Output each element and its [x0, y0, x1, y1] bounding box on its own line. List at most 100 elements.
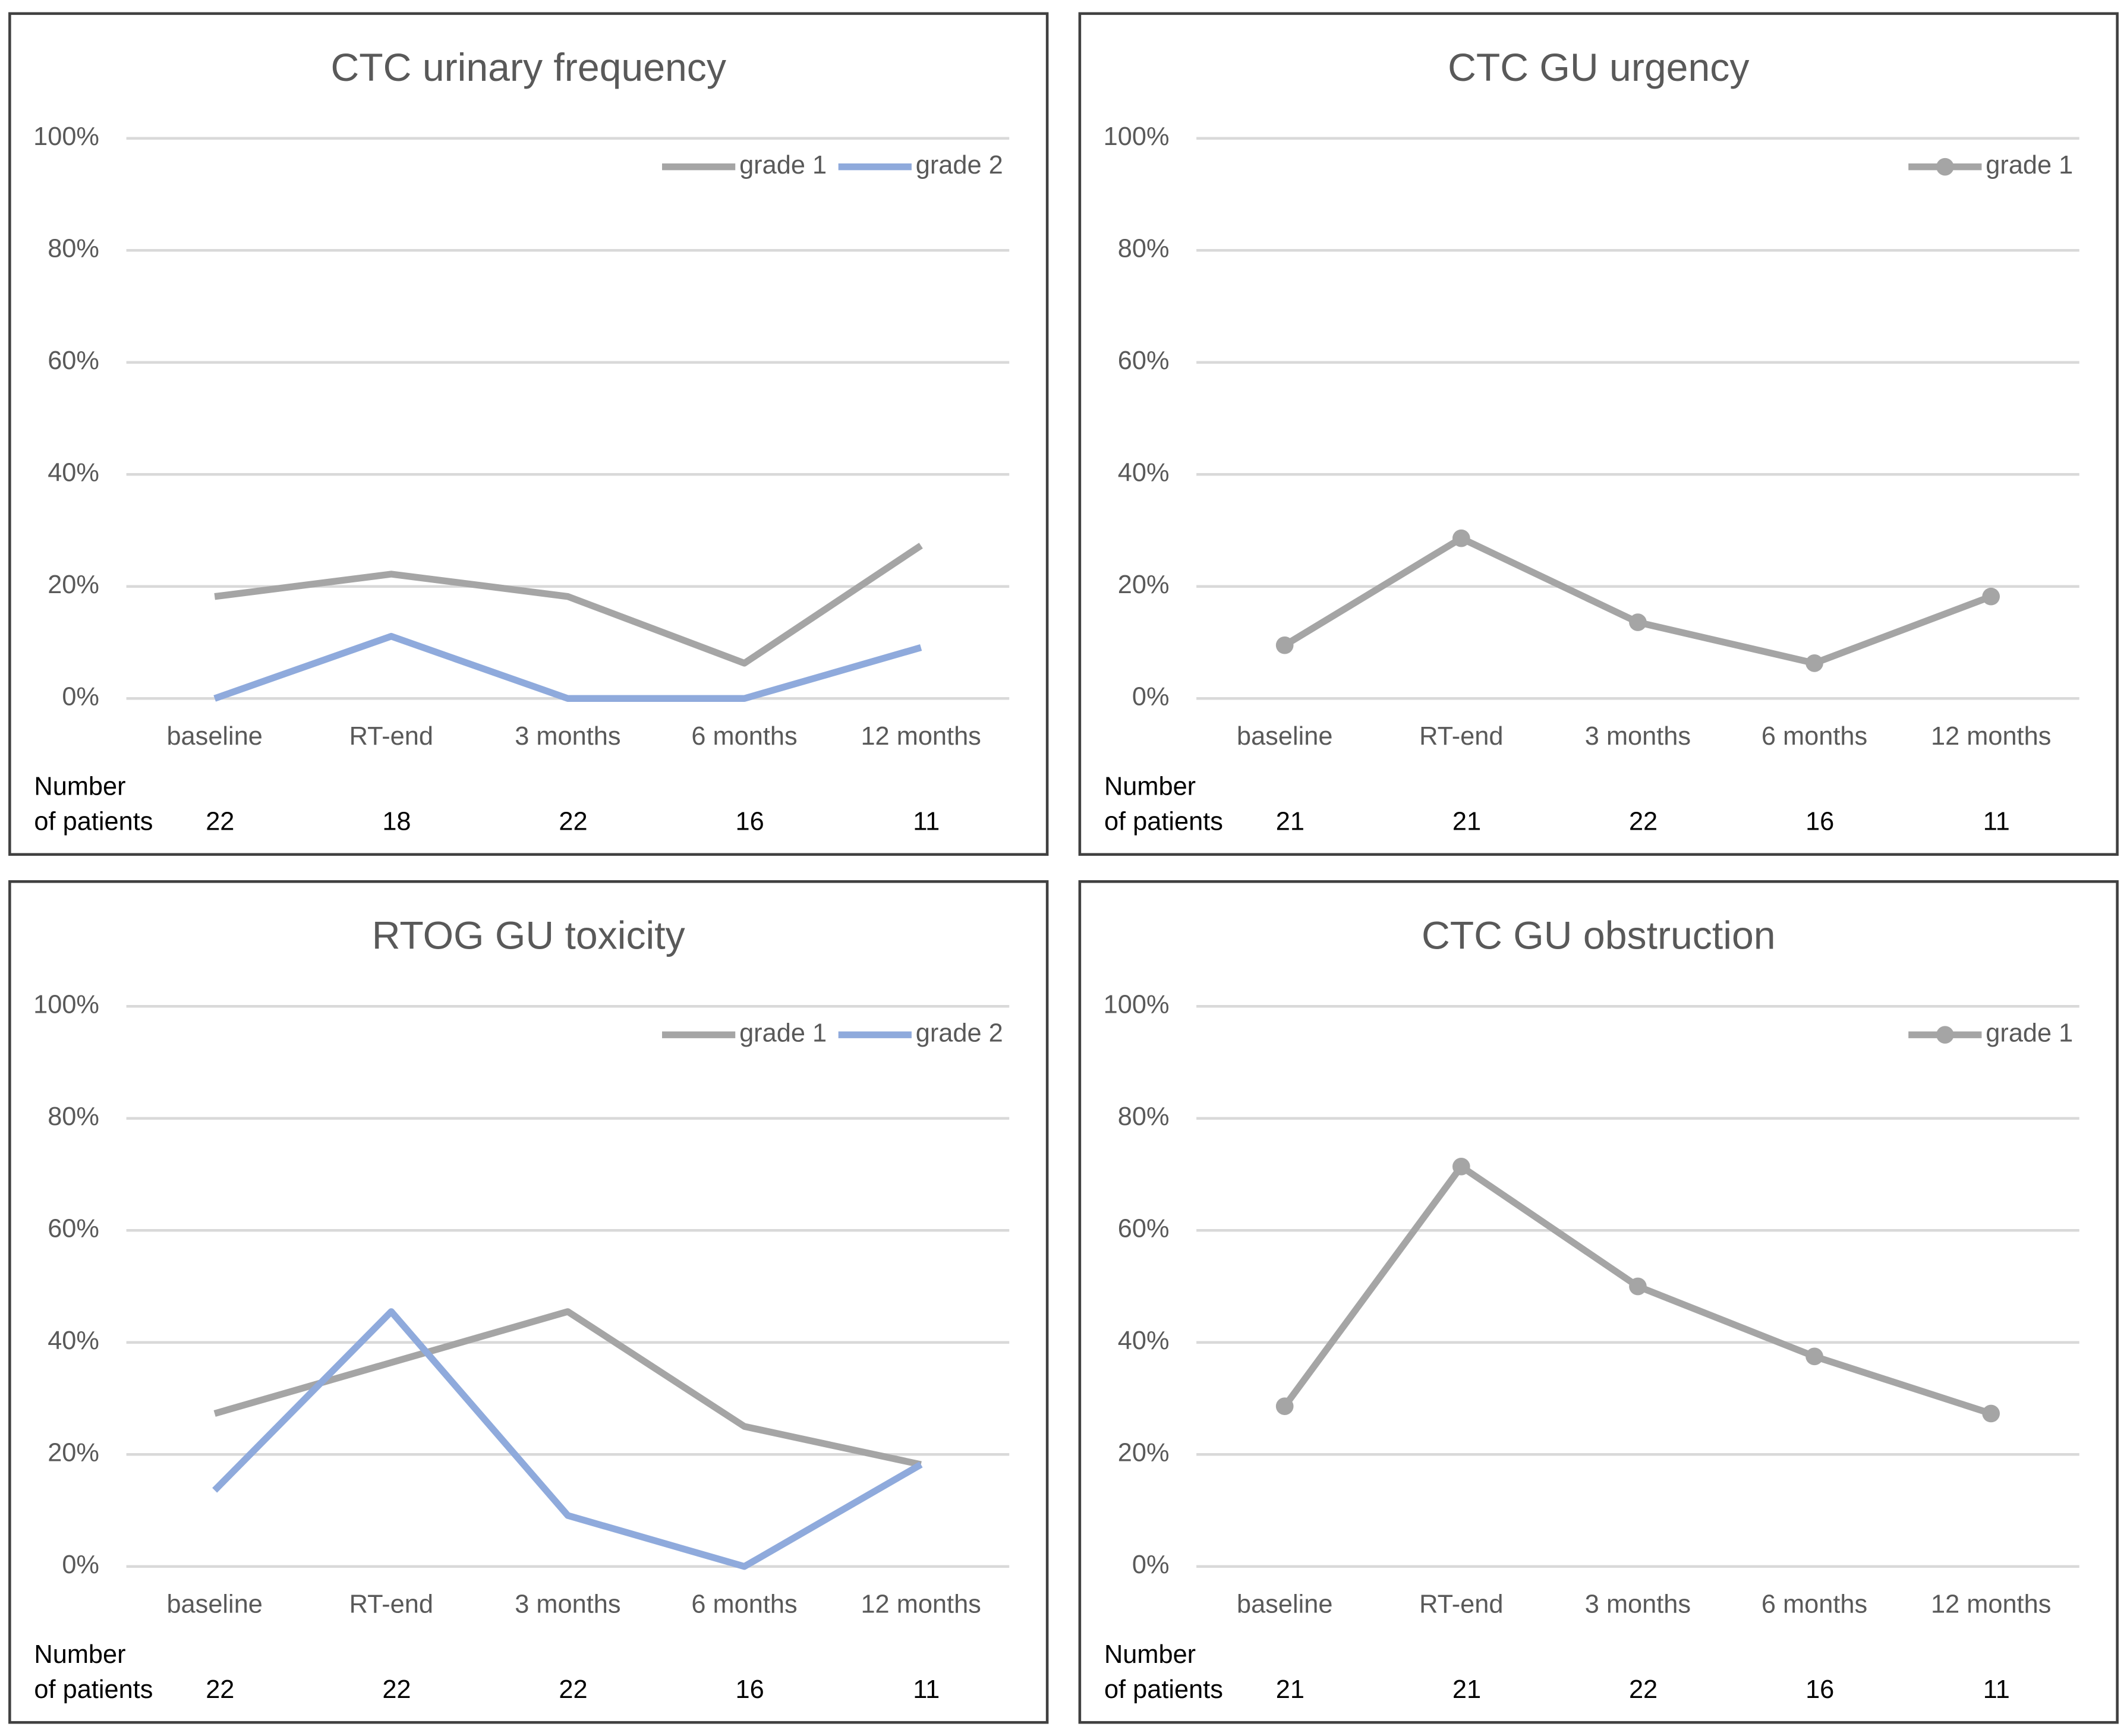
- legend-marker: [1936, 1026, 1954, 1044]
- patient-count: 22: [206, 808, 234, 836]
- point: [1982, 587, 2000, 606]
- legend-label: grade 1: [1986, 1019, 2073, 1048]
- chart-title: CTC urinary frequency: [330, 46, 726, 90]
- legend-label: grade 1: [739, 1019, 827, 1048]
- x-tick-label: RT-end: [349, 1590, 433, 1618]
- patient-count: 11: [913, 1675, 940, 1704]
- patients-label: of patients: [34, 808, 153, 836]
- series-line: [213, 632, 922, 702]
- y-tick-label: 60%: [48, 346, 99, 375]
- x-tick-label: 6 months: [691, 722, 797, 751]
- chart-title: CTC GU obstruction: [1422, 914, 1776, 958]
- patients-label: of patients: [1104, 1675, 1223, 1704]
- y-tick-label: 20%: [1118, 1439, 1170, 1467]
- panel-border: [8, 12, 1049, 856]
- y-tick-label: 80%: [1118, 235, 1170, 263]
- legend-marker: [1936, 157, 1954, 176]
- x-tick-label: RT-end: [1419, 1590, 1503, 1618]
- x-tick-label: 3 months: [515, 722, 620, 751]
- point: [1275, 636, 1294, 654]
- legend-label: grade 1: [739, 151, 827, 179]
- x-tick-label: baseline: [1237, 722, 1332, 751]
- patient-count: 22: [382, 1675, 411, 1704]
- y-tick-label: 40%: [48, 459, 99, 487]
- x-tick-label: 3 months: [1585, 1590, 1691, 1618]
- y-tick-label: 40%: [48, 1327, 99, 1355]
- point: [1805, 654, 1823, 672]
- x-tick-label: 12 months: [1931, 722, 2051, 751]
- patient-count: 21: [1452, 1675, 1481, 1704]
- patients-label: Number: [34, 772, 125, 801]
- x-tick-label: baseline: [1237, 1590, 1332, 1618]
- x-tick-label: 12 months: [861, 1590, 981, 1618]
- patient-count: 21: [1452, 808, 1481, 836]
- panel-border: [1078, 880, 2119, 1724]
- chart-panel: RTOG GU toxicity 0% 20% 40% 60% 80% 100% baseli…: [8, 880, 1049, 1724]
- patient-count: 21: [1276, 1675, 1304, 1704]
- patient-count: 11: [913, 808, 940, 836]
- y-tick-label: 100%: [33, 122, 99, 151]
- patient-count: 16: [1805, 1675, 1834, 1704]
- patient-count: 16: [736, 1675, 764, 1704]
- series-line: [213, 1308, 922, 1468]
- y-tick-label: 0%: [62, 1551, 99, 1579]
- x-tick-label: RT-end: [349, 722, 433, 751]
- x-tick-label: baseline: [166, 1590, 262, 1618]
- point: [1982, 1404, 2000, 1423]
- y-tick-label: 100%: [33, 991, 99, 1019]
- patient-count: 21: [1276, 808, 1304, 836]
- patient-count: 16: [1805, 808, 1834, 836]
- x-tick-label: RT-end: [1419, 722, 1503, 751]
- patient-count: 22: [1629, 808, 1658, 836]
- patient-count: 16: [736, 808, 764, 836]
- x-tick-label: 12 months: [1931, 1590, 2051, 1618]
- y-tick-label: 100%: [1104, 122, 1170, 151]
- y-tick-label: 20%: [1118, 571, 1170, 599]
- point: [1805, 1347, 1823, 1366]
- series-line: [214, 543, 923, 667]
- series-line: [212, 1308, 923, 1570]
- chart-panel: CTC urinary frequency 0% 20% 40% 60% 80% 100% b…: [8, 12, 1049, 856]
- patient-count: 22: [1629, 1675, 1658, 1704]
- patient-count: 18: [382, 808, 411, 836]
- y-tick-label: 40%: [1118, 459, 1170, 487]
- x-tick-label: 3 months: [515, 1590, 620, 1618]
- point: [1452, 529, 1470, 547]
- chart-panel: CTC GU urgency 0% 20% 40% 60% 80% 100% baseline…: [1078, 12, 2119, 856]
- chart-panel: CTC GU obstruction 0% 20% 40% 60% 80% 100% base…: [1078, 880, 2119, 1724]
- y-tick-label: 0%: [1132, 683, 1170, 711]
- y-tick-label: 100%: [1104, 991, 1170, 1019]
- y-tick-label: 60%: [1118, 1215, 1170, 1243]
- x-tick-label: 6 months: [691, 1590, 797, 1618]
- patients-label: Number: [34, 1640, 125, 1669]
- y-tick-label: 20%: [48, 1439, 99, 1467]
- y-tick-label: 40%: [1118, 1327, 1170, 1355]
- patient-count: 11: [1983, 1675, 2010, 1704]
- x-tick-label: 3 months: [1585, 722, 1691, 751]
- chart-title: CTC GU urgency: [1448, 46, 1749, 90]
- point: [1629, 613, 1647, 631]
- y-tick-label: 60%: [1118, 346, 1170, 375]
- patient-count: 22: [206, 1675, 234, 1704]
- y-tick-label: 0%: [1132, 1551, 1170, 1579]
- y-tick-label: 20%: [48, 571, 99, 599]
- patients-label: Number: [1104, 1640, 1196, 1669]
- point: [1452, 1157, 1470, 1176]
- patients-label: of patients: [34, 1675, 153, 1704]
- legend-label: grade 2: [916, 1019, 1003, 1048]
- x-tick-label: 12 months: [861, 722, 981, 751]
- patient-count: 11: [1983, 808, 2010, 836]
- patients-label: Number: [1104, 772, 1196, 801]
- y-tick-label: 0%: [62, 683, 99, 711]
- y-tick-label: 80%: [48, 1102, 99, 1131]
- patient-count: 22: [559, 1675, 587, 1704]
- panel-border: [1078, 12, 2119, 856]
- y-tick-label: 80%: [48, 235, 99, 263]
- x-tick-label: 6 months: [1762, 1590, 1867, 1618]
- point: [1275, 1397, 1294, 1416]
- patient-count: 22: [559, 808, 587, 836]
- x-tick-label: baseline: [166, 722, 262, 751]
- y-tick-label: 80%: [1118, 1102, 1170, 1131]
- legend-label: grade 2: [916, 151, 1003, 179]
